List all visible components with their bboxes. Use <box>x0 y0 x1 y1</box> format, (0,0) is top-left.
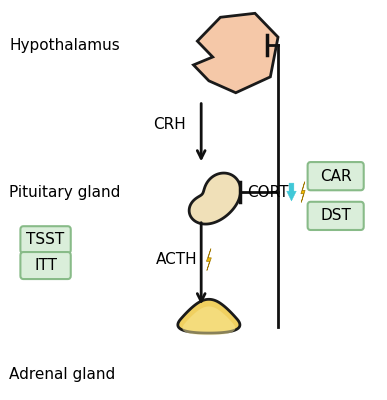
Polygon shape <box>301 182 305 202</box>
Text: CORT: CORT <box>247 184 289 200</box>
Polygon shape <box>287 183 296 201</box>
Polygon shape <box>178 299 240 333</box>
FancyBboxPatch shape <box>308 202 364 230</box>
Text: Hypothalamus: Hypothalamus <box>9 38 120 52</box>
Text: DST: DST <box>320 208 351 223</box>
FancyBboxPatch shape <box>21 226 71 253</box>
Text: TSST: TSST <box>26 232 65 247</box>
Text: Pituitary gland: Pituitary gland <box>9 184 120 200</box>
Polygon shape <box>189 173 241 224</box>
FancyBboxPatch shape <box>308 162 364 190</box>
Text: ACTH: ACTH <box>156 252 197 267</box>
Text: ITT: ITT <box>34 258 57 273</box>
Polygon shape <box>183 306 235 335</box>
Text: CRH: CRH <box>153 117 186 132</box>
FancyBboxPatch shape <box>21 252 71 279</box>
Text: Adrenal gland: Adrenal gland <box>9 367 115 382</box>
Polygon shape <box>194 13 278 93</box>
Text: CAR: CAR <box>320 169 351 184</box>
Polygon shape <box>206 249 211 270</box>
